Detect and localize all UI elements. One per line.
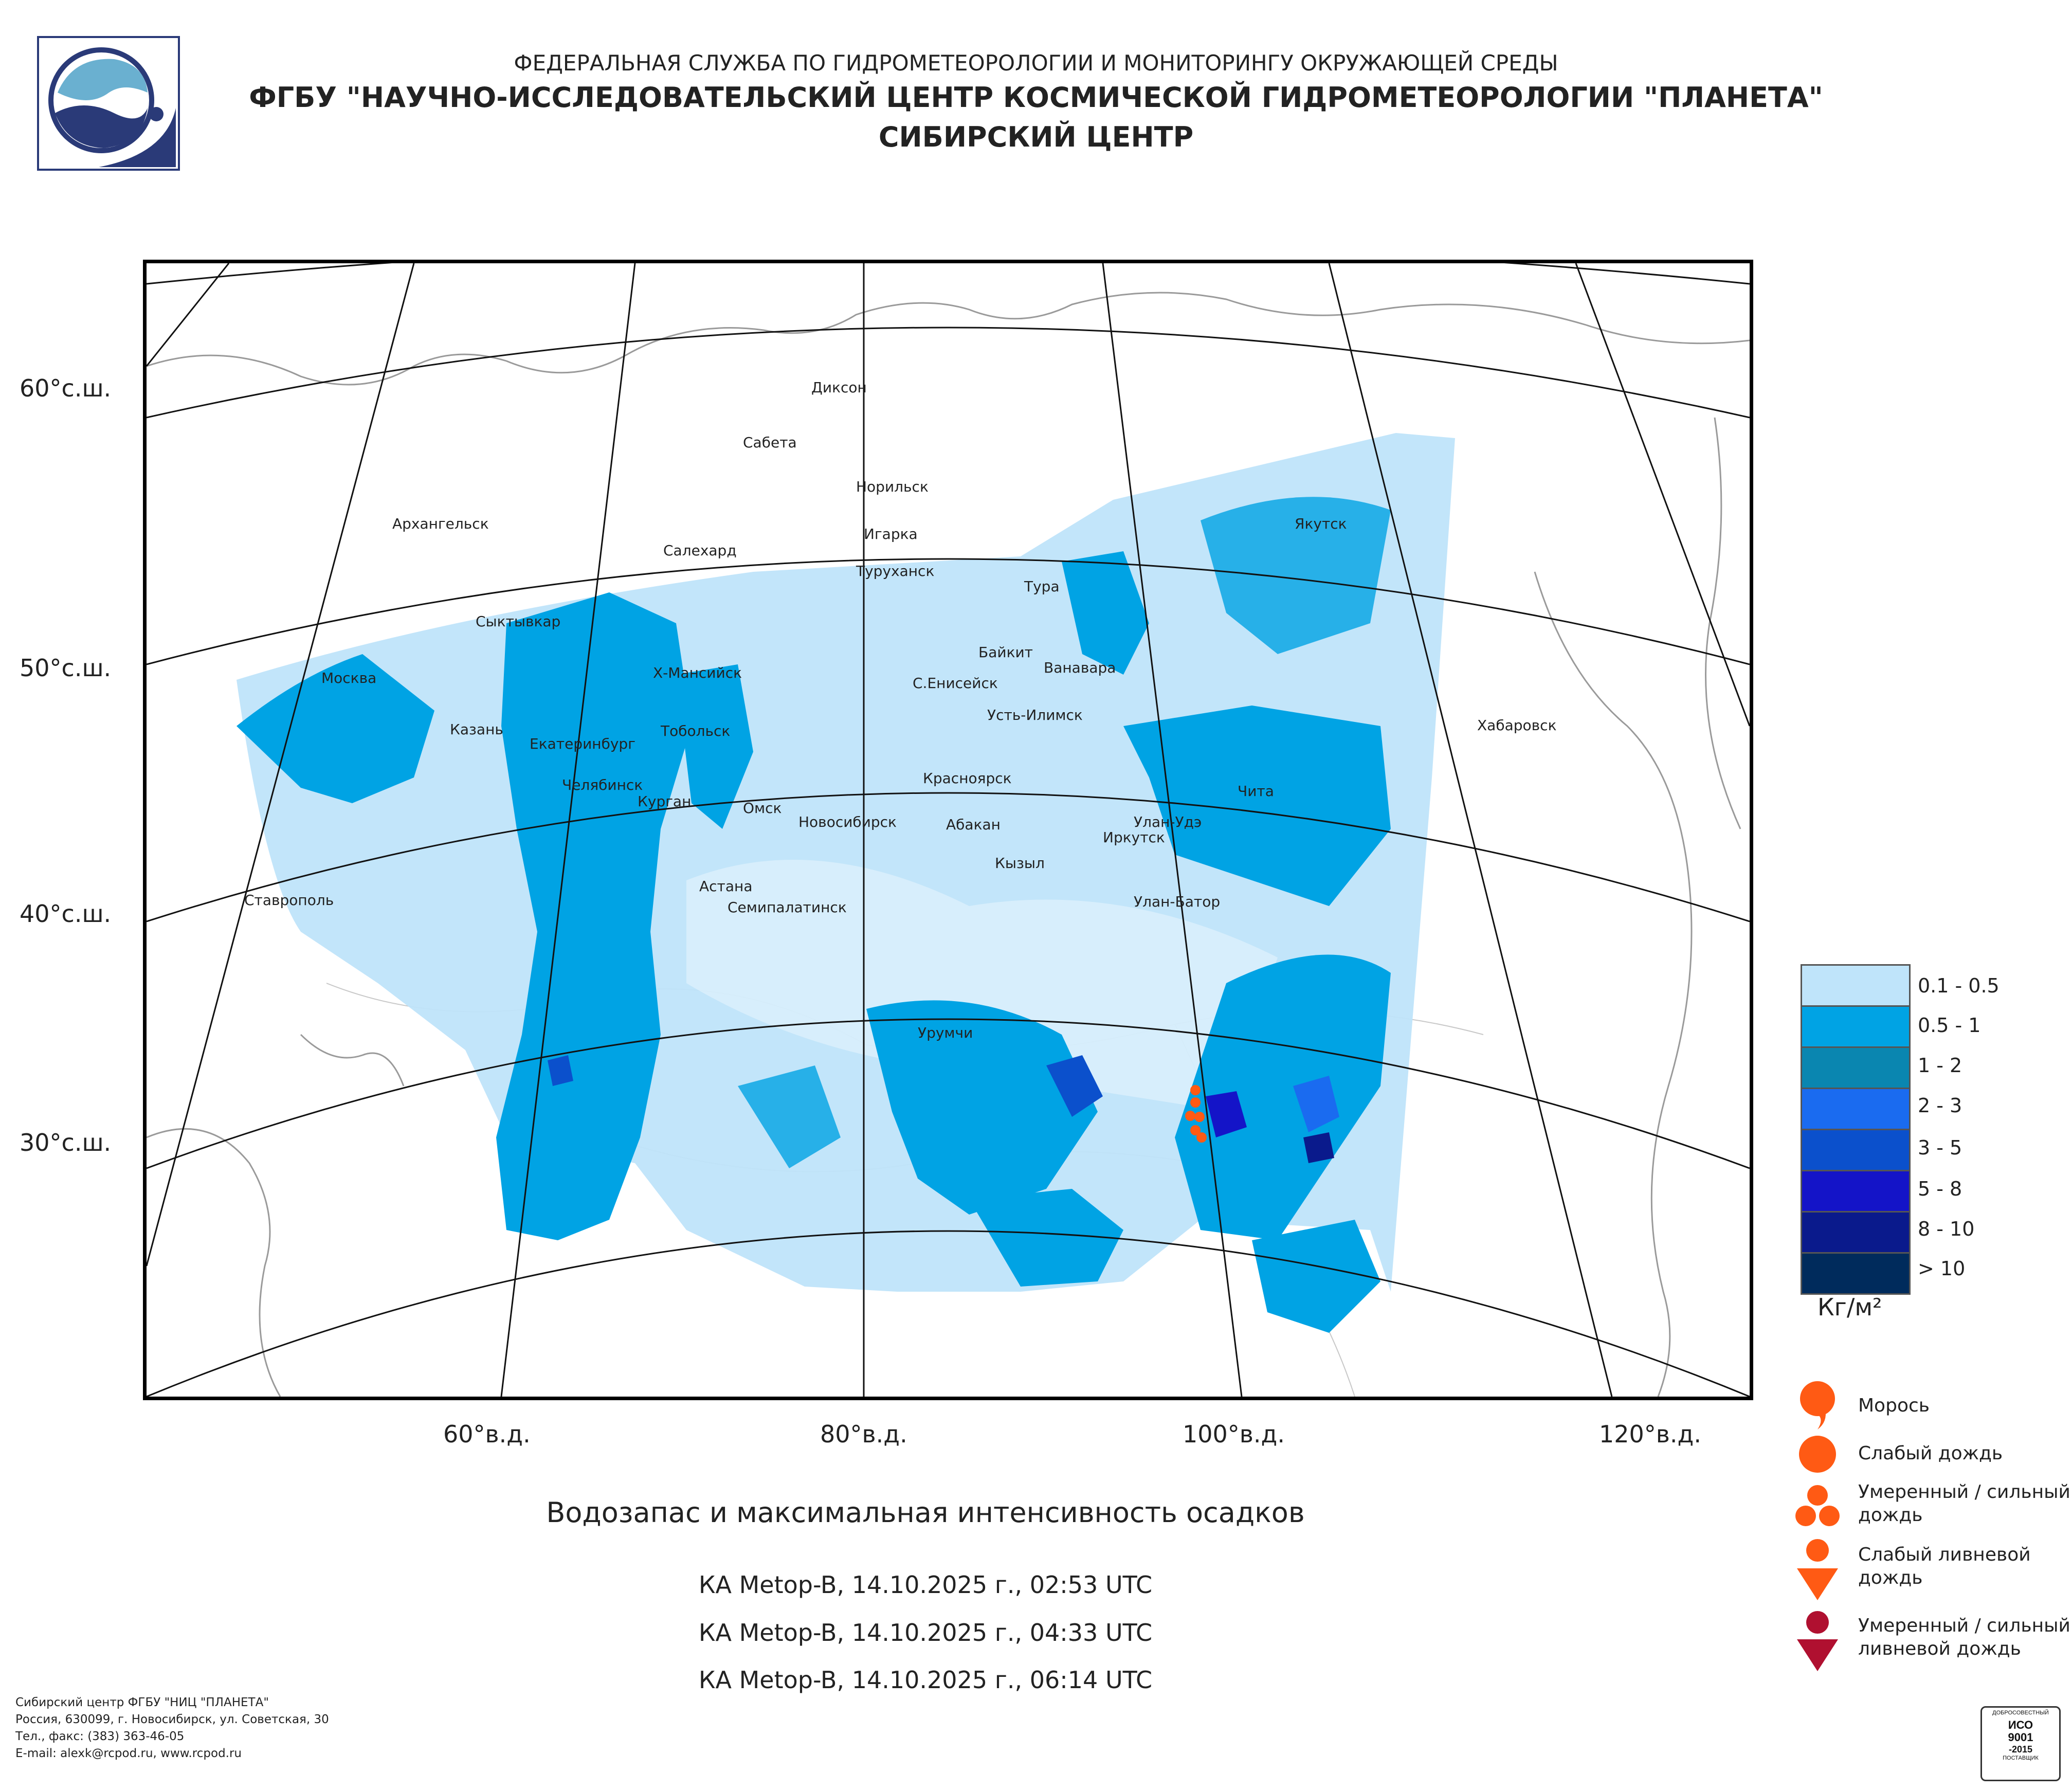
lat-label-50: 50°с.ш. xyxy=(20,654,112,682)
city-tura: Тура xyxy=(1024,578,1060,595)
cert-bottom-text: ПОСТАВЩИК xyxy=(2003,1755,2039,1761)
symbol-label-heavy-shower-2: ливневой дождь xyxy=(1858,1638,2021,1659)
city-kyzyl: Кызыл xyxy=(995,855,1045,872)
lon-label-120: 120°в.д. xyxy=(1599,1420,1701,1448)
swath-dark xyxy=(548,1055,1339,1163)
symbol-label-light-rain: Слабый дождь xyxy=(1858,1443,2003,1464)
legend-swatch-0 xyxy=(1801,964,1911,1007)
legend-label-3: 2 - 3 xyxy=(1918,1094,1962,1117)
light-shower-icon xyxy=(1797,1539,1838,1600)
symbol-label-moderate-rain-2: дождь xyxy=(1858,1505,1923,1526)
lon-label-80: 80°в.д. xyxy=(820,1420,907,1448)
lon-label-60: 60°в.д. xyxy=(443,1420,531,1448)
cert-2015: -2015 xyxy=(2008,1744,2033,1754)
legend-swatch-4 xyxy=(1801,1129,1911,1171)
legend-label-4: 3 - 5 xyxy=(1918,1136,1962,1159)
header-center: СИБИРСКИЙ ЦЕНТР xyxy=(878,121,1194,153)
precip-markers xyxy=(1185,1085,1207,1143)
cert-9001: 9001 xyxy=(2008,1731,2033,1744)
city-sabeta: Сабета xyxy=(743,434,797,451)
lat-label-30: 30°с.ш. xyxy=(20,1129,112,1156)
legend-unit: Кг/м² xyxy=(1817,1293,1882,1321)
legend-label-1: 0.5 - 1 xyxy=(1918,1014,1981,1037)
city-salekhard: Салехард xyxy=(663,542,737,559)
legend-swatch-6 xyxy=(1801,1211,1911,1254)
map-title: Водозапас и максимальная интенсивность о… xyxy=(546,1496,1305,1529)
header-institute: ФГБУ "НАУЧНО-ИССЛЕДОВАТЕЛЬСКИЙ ЦЕНТР КОС… xyxy=(249,81,1823,114)
moderate-rain-icon xyxy=(1795,1485,1840,1526)
pass-1: КА Metop-B, 14.10.2025 г., 02:53 UTC xyxy=(698,1571,1153,1599)
city-ust-ilimsk: Усть-Илимск xyxy=(987,707,1083,723)
city-ekaterinburg: Екатеринбург xyxy=(530,735,635,752)
city-s-eniseysk: С.Енисейск xyxy=(913,675,998,692)
city-norilsk: Норильск xyxy=(856,478,929,495)
light-rain-icon xyxy=(1799,1436,1836,1473)
city-yakutsk: Якутск xyxy=(1295,515,1347,532)
city-baykit: Байкит xyxy=(978,644,1033,661)
legend-label-5: 5 - 8 xyxy=(1918,1178,1962,1200)
cert-iso: ИСО xyxy=(2008,1718,2033,1731)
city-novosibirsk: Новосибирск xyxy=(798,813,897,830)
city-kurgan: Курган xyxy=(638,793,692,810)
city-dikson: Диксон xyxy=(811,379,867,396)
lat-label-40: 40°с.ш. xyxy=(20,900,112,928)
footer-address: Россия, 630099, г. Новосибирск, ул. Сове… xyxy=(15,1713,329,1726)
city-vanavara: Ванавара xyxy=(1044,659,1116,676)
footer-contacts: Сибирский центр ФГБУ "НИЦ "ПЛАНЕТА" Росс… xyxy=(15,1694,329,1762)
city-syktyvkar: Сыктывкар xyxy=(476,613,561,630)
coastlines xyxy=(147,292,1750,1397)
symbol-label-light-shower-1: Слабый ливневой xyxy=(1858,1544,2031,1565)
symbol-label-light-shower-2: дождь xyxy=(1858,1567,1923,1588)
footer-email: E-mail: alexk@rcpod.ru, www.rcpod.ru xyxy=(15,1747,242,1760)
legend-swatch-7 xyxy=(1801,1252,1911,1295)
legend-label-0: 0.1 - 0.5 xyxy=(1918,974,2000,997)
city-urumqi: Урумчи xyxy=(918,1024,973,1041)
city-stavropol: Ставрополь xyxy=(244,892,334,909)
pass-2: КА Metop-B, 14.10.2025 г., 04:33 UTC xyxy=(698,1619,1153,1647)
symbol-label-heavy-shower-1: Умеренный / сильный xyxy=(1858,1615,2070,1636)
city-ulan-bator: Улан-Батор xyxy=(1134,893,1221,910)
swath-medium xyxy=(237,497,1391,1333)
header-agency: ФЕДЕРАЛЬНАЯ СЛУЖБА ПО ГИДРОМЕТЕОРОЛОГИИ … xyxy=(514,50,1558,76)
iso-cert-badge: ДОБРОСОВЕСТНЫЙ ИСО 9001 -2015 ПОСТАВЩИК xyxy=(1980,1706,2061,1781)
drizzle-icon xyxy=(1800,1381,1835,1430)
symbol-label-moderate-rain-1: Умеренный / сильный xyxy=(1858,1481,2070,1503)
heavy-shower-icon xyxy=(1797,1611,1838,1671)
city-chelyabinsk: Челябинск xyxy=(562,776,643,793)
footer-phone: Тел., факс: (383) 363-46-05 xyxy=(15,1730,185,1743)
footer-org: Сибирский центр ФГБУ "НИЦ "ПЛАНЕТА" xyxy=(15,1696,269,1709)
city-ulan-ude: Улан-Удэ xyxy=(1134,813,1202,830)
city-arkhangelsk: Архангельск xyxy=(392,515,489,532)
city-chita: Чита xyxy=(1238,783,1274,800)
graticule xyxy=(147,263,1750,1397)
city-turukhansk: Туруханск xyxy=(856,563,935,580)
city-astana: Астана xyxy=(699,878,753,895)
legend-swatch-5 xyxy=(1801,1170,1911,1213)
symbol-label-drizzle: Морось xyxy=(1858,1395,1930,1416)
lon-label-100: 100°в.д. xyxy=(1183,1420,1285,1448)
city-semipalatinsk: Семипалатинск xyxy=(728,899,847,916)
pass-3: КА Metop-B, 14.10.2025 г., 06:14 UTC xyxy=(698,1666,1153,1694)
legend-label-7: > 10 xyxy=(1918,1257,1966,1280)
city-khanty-mansiysk: Х-Мансийск xyxy=(653,664,742,681)
lat-label-60: 60°с.ш. xyxy=(20,374,112,402)
city-igarka: Игарка xyxy=(864,526,918,542)
city-khabarovsk: Хабаровск xyxy=(1477,717,1557,734)
city-irkutsk: Иркутск xyxy=(1103,829,1165,846)
city-moscow: Москва xyxy=(321,670,377,686)
legend-swatch-2 xyxy=(1801,1046,1911,1089)
city-krasnoyarsk: Красноярск xyxy=(923,770,1012,787)
planeta-logo xyxy=(37,36,180,171)
city-tobolsk: Тобольск xyxy=(661,722,731,739)
cert-top-text: ДОБРОСОВЕСТНЫЙ xyxy=(1992,1710,2049,1716)
legend-swatch-3 xyxy=(1801,1088,1911,1130)
precipitation-map: Диксон Сабета Норильск Архангельск Игарк… xyxy=(143,260,1753,1400)
legend-label-6: 8 - 10 xyxy=(1918,1218,1975,1240)
legend-swatch-1 xyxy=(1801,1005,1911,1048)
city-kazan: Казань xyxy=(450,721,503,738)
city-abakan: Абакан xyxy=(946,816,1001,833)
legend-label-2: 1 - 2 xyxy=(1918,1054,1962,1077)
city-omsk: Омск xyxy=(743,800,782,817)
